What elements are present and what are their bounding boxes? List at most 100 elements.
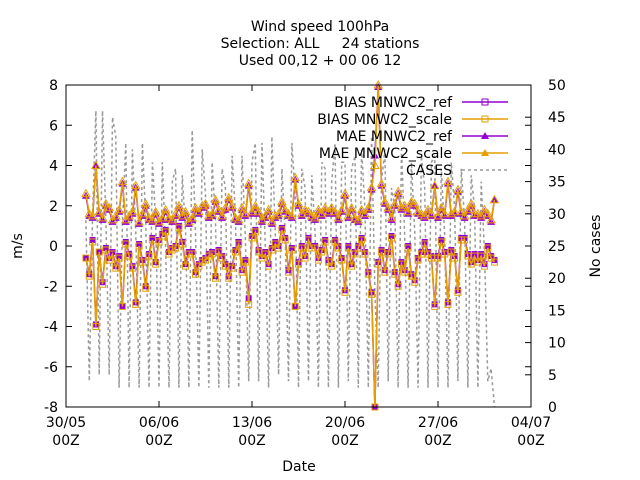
data-point xyxy=(251,228,259,236)
data-point xyxy=(405,243,412,249)
data-point xyxy=(128,264,136,272)
data-point xyxy=(338,256,346,264)
data-point xyxy=(438,236,445,243)
data-point xyxy=(429,180,440,190)
data-point xyxy=(391,270,399,278)
data-point xyxy=(170,208,181,218)
data-point xyxy=(156,236,162,243)
y2-tick-label: 40 xyxy=(548,142,566,158)
y2-tick-label: 10 xyxy=(548,336,566,352)
data-point xyxy=(180,206,191,216)
data-point xyxy=(374,260,382,268)
data-point xyxy=(383,202,394,212)
data-point xyxy=(437,238,445,246)
data-point xyxy=(252,226,259,233)
chart-title-line: Used 00,12 + 00 06 12 xyxy=(239,53,402,69)
data-point xyxy=(249,232,255,239)
data-point xyxy=(89,236,96,243)
data-point xyxy=(467,260,475,268)
data-point xyxy=(474,257,481,264)
data-point xyxy=(192,270,200,278)
data-point xyxy=(388,234,395,242)
data-point xyxy=(275,244,283,252)
data-point xyxy=(451,253,458,260)
data-point xyxy=(336,204,347,214)
data-point xyxy=(358,236,366,244)
data-point xyxy=(293,198,304,208)
data-point xyxy=(321,238,329,246)
data-point xyxy=(265,262,273,270)
legend-label: CASES xyxy=(406,163,452,179)
y2-tick-label: 15 xyxy=(548,303,566,319)
data-point xyxy=(484,243,491,249)
data-point xyxy=(147,214,158,224)
data-point xyxy=(95,248,103,256)
data-point xyxy=(132,300,140,308)
y-axis-label: m/s xyxy=(10,233,26,259)
data-point xyxy=(188,250,196,258)
data-point xyxy=(109,250,116,258)
data-point xyxy=(100,198,111,208)
data-point xyxy=(482,208,493,218)
y-tick-label: -6 xyxy=(44,360,58,376)
data-point xyxy=(490,195,499,203)
data-point xyxy=(356,204,367,214)
chart-title-line: Selection: ALL 24 stations xyxy=(221,36,420,52)
data-point xyxy=(135,242,143,250)
data-point xyxy=(478,251,485,258)
data-point xyxy=(154,216,164,226)
data-point xyxy=(177,210,188,220)
data-point xyxy=(240,208,251,218)
data-point xyxy=(175,222,182,229)
data-point xyxy=(278,224,285,231)
data-point xyxy=(334,244,342,252)
data-point xyxy=(423,204,433,214)
x-tick-label: 04/07 xyxy=(511,415,551,431)
y2-tick-label: 45 xyxy=(548,110,566,126)
data-point xyxy=(454,288,462,296)
data-point xyxy=(162,228,170,236)
data-point xyxy=(386,212,397,222)
data-point xyxy=(117,176,128,186)
data-point xyxy=(310,212,320,222)
data-point xyxy=(388,232,395,239)
data-point xyxy=(286,210,297,220)
y-tick-label: 0 xyxy=(49,239,58,255)
data-point xyxy=(149,234,156,241)
data-point xyxy=(481,115,489,123)
data-point xyxy=(426,208,437,218)
data-point xyxy=(346,202,357,212)
data-point xyxy=(110,210,121,220)
data-point xyxy=(341,288,349,296)
data-point xyxy=(314,256,322,264)
data-point xyxy=(421,240,429,248)
data-point xyxy=(379,196,390,206)
data-point xyxy=(218,254,226,262)
data-point xyxy=(130,180,141,190)
data-point xyxy=(361,250,369,258)
data-point xyxy=(127,206,138,216)
data-point xyxy=(162,226,169,233)
data-point xyxy=(134,216,144,226)
data-point xyxy=(281,236,289,244)
y-tick-label: -8 xyxy=(44,400,58,416)
data-point xyxy=(142,284,150,292)
data-point xyxy=(489,194,500,204)
chart-title: Wind speed 100hPa Selection: ALL 24 stat… xyxy=(221,19,420,69)
data-point xyxy=(223,192,234,202)
data-point xyxy=(456,206,467,216)
data-point xyxy=(193,206,204,216)
data-point xyxy=(81,188,91,198)
data-point xyxy=(291,302,299,310)
data-point xyxy=(280,204,291,214)
data-point xyxy=(102,246,110,254)
data-point xyxy=(288,246,296,254)
x-axis-label: Date xyxy=(282,459,315,475)
legend-label: MAE MNWC2_ref xyxy=(336,129,453,145)
x-tick-label: 20/06 xyxy=(325,415,365,431)
data-point xyxy=(157,212,168,222)
data-point xyxy=(209,249,216,256)
y2-tick-label: 0 xyxy=(548,400,557,416)
data-point xyxy=(178,240,186,248)
data-point xyxy=(208,250,216,258)
